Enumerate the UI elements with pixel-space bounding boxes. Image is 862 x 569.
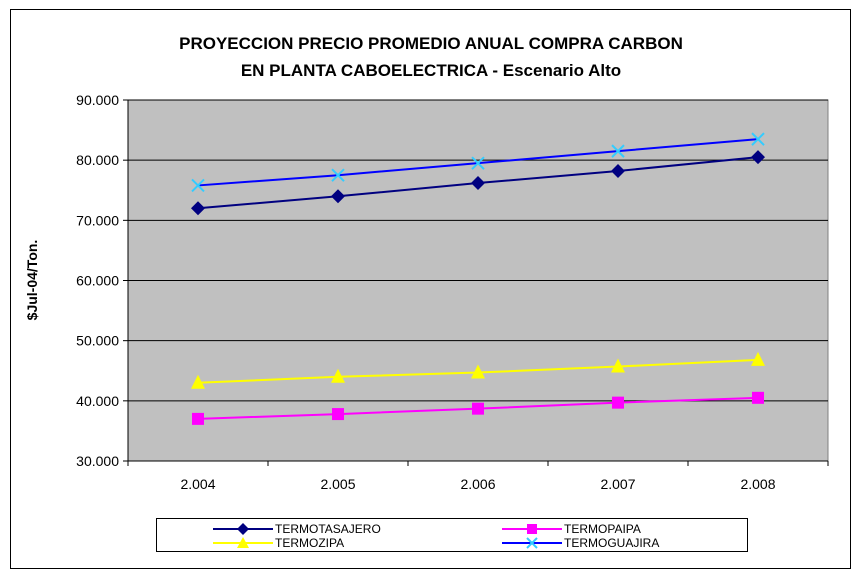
legend-item-termopaipa: TERMOPAIPA [502, 522, 641, 536]
data-point-termozipa [191, 374, 205, 389]
data-point-termopaipa [752, 391, 764, 404]
x-tick-label: 2.006 [460, 476, 495, 492]
x-tick-label: 2.008 [740, 476, 775, 492]
y-tick-label: 80.000 [76, 152, 119, 168]
chart-subtitle: EN PLANTA CABOELECTRICA - Escenario Alto [240, 61, 622, 80]
legend-item-termotasajero: TERMOTASAJERO [213, 522, 381, 536]
data-point-termozipa [331, 368, 345, 383]
data-point-termopaipa [472, 402, 484, 415]
data-point-termozipa [611, 358, 625, 373]
x-tick-label: 2.005 [320, 476, 355, 492]
legend-label-termotasajero: TERMOTASAJERO [275, 522, 381, 536]
legend-item-termoguajira: TERMOGUAJIRA [502, 536, 659, 550]
legend-label-termopaipa: TERMOPAIPA [564, 522, 641, 536]
data-point-termoguajira [471, 156, 485, 170]
x-tick-label: 2.007 [600, 476, 635, 492]
data-point-termotasajero [751, 150, 765, 165]
data-point-termoguajira [751, 132, 765, 146]
legend-marker-termoguajira [502, 537, 562, 549]
chart-title: PROYECCION PRECIO PROMEDIO ANUAL COMPRA … [179, 34, 683, 53]
data-point-termotasajero [191, 201, 205, 216]
y-tick-label: 90.000 [76, 92, 119, 108]
data-point-termopaipa [332, 408, 344, 421]
data-point-termozipa [471, 364, 485, 379]
x-tick-label: 2.004 [180, 476, 215, 492]
legend-marker-termozipa [213, 537, 273, 548]
y-tick-label: 30.000 [76, 453, 119, 469]
data-point-termoguajira [331, 168, 345, 182]
legend-marker-termotasajero [213, 523, 273, 535]
legend-item-termozipa: TERMOZIPA [213, 536, 344, 550]
data-point-termotasajero [471, 176, 485, 191]
y-tick-label: 40.000 [76, 393, 119, 409]
data-point-termopaipa [192, 412, 204, 425]
data-point-termotasajero [611, 163, 625, 178]
legend-marker-termopaipa [502, 524, 562, 534]
legend-label-termozipa: TERMOZIPA [275, 536, 345, 550]
legend: TERMOTASAJERO TERMOPAIPA TERMOZIPA TERMO… [156, 518, 748, 552]
y-tick-label: 50.000 [76, 333, 119, 349]
data-point-termozipa [751, 351, 765, 366]
y-tick-label: 60.000 [76, 273, 119, 289]
data-point-termopaipa [612, 396, 624, 409]
data-point-termoguajira [611, 144, 625, 158]
line-chart: 30.000 40.000 50.000 60.000 70.000 80.000 90.0… [76, 92, 829, 492]
data-point-termoguajira [191, 178, 205, 193]
data-point-termotasajero [331, 189, 345, 204]
legend-label-termoguajira: TERMOGUAJIRA [564, 536, 660, 550]
y-tick-label: 70.000 [76, 212, 119, 228]
